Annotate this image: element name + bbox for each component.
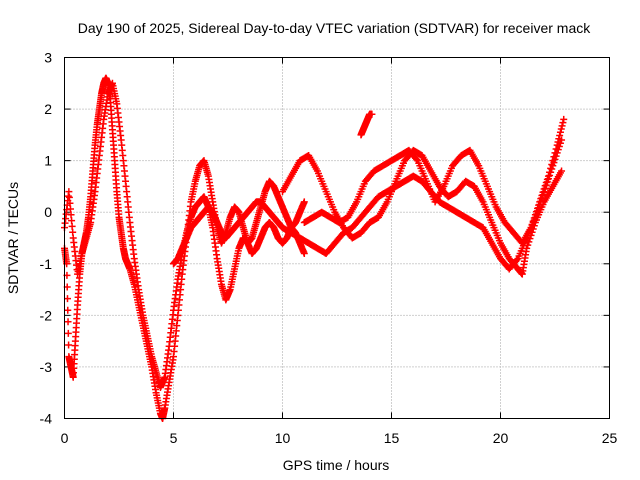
- data-point: [554, 138, 562, 146]
- data-point: [549, 157, 557, 165]
- data-point: [528, 220, 536, 228]
- data-point: [63, 295, 71, 303]
- data-point: [556, 132, 564, 140]
- data-point: [413, 155, 421, 163]
- data-point: [300, 198, 308, 206]
- data-point: [548, 161, 556, 169]
- x-tick-label: 5: [170, 430, 178, 446]
- data-point: [555, 135, 563, 143]
- data-point: [547, 164, 555, 172]
- x-tick-label: 0: [61, 430, 69, 446]
- data-point: [64, 318, 72, 326]
- data-point: [368, 110, 376, 118]
- data-point: [558, 122, 566, 130]
- y-tick-label: -4: [40, 411, 53, 427]
- data-point: [513, 256, 521, 264]
- chart-title: Day 190 of 2025, Sidereal Day-to-day VTE…: [78, 20, 591, 36]
- data-point: [556, 128, 564, 136]
- data-point: [539, 188, 547, 196]
- data-point: [551, 149, 559, 157]
- data-point: [553, 141, 561, 149]
- plot-frame: [64, 57, 610, 419]
- data-point: [538, 191, 546, 199]
- data-point: [559, 119, 567, 127]
- data-point: [534, 204, 542, 212]
- data-point: [537, 195, 545, 203]
- data-point: [541, 182, 549, 190]
- y-tick-label: 1: [44, 153, 52, 169]
- data-point: [529, 217, 537, 225]
- data-point: [558, 167, 566, 175]
- data-point: [544, 172, 552, 180]
- x-tick-label: 20: [493, 430, 509, 446]
- y-tick-label: -1: [40, 256, 53, 272]
- data-point: [65, 341, 73, 349]
- data-point: [524, 241, 532, 249]
- y-tick-label: -3: [40, 359, 53, 375]
- data-point: [527, 224, 535, 232]
- data-point: [550, 153, 558, 161]
- series-trace-e: [300, 115, 568, 247]
- data-point: [540, 185, 548, 193]
- y-tick-label: 3: [44, 50, 52, 66]
- data-point: [300, 249, 308, 257]
- data-point: [557, 125, 565, 133]
- data-point: [64, 306, 72, 314]
- data-point: [560, 115, 568, 123]
- data-point: [530, 214, 538, 222]
- y-axis-label: SDTVAR / TECUs: [5, 182, 21, 294]
- data-point: [64, 329, 72, 337]
- data-point: [531, 211, 539, 219]
- y-tick-label: 0: [44, 204, 52, 220]
- data-point: [542, 179, 550, 187]
- x-tick-label: 15: [384, 430, 400, 446]
- x-tick-label: 10: [275, 430, 291, 446]
- series-trace-f: [357, 110, 376, 139]
- data-point: [535, 201, 543, 209]
- data-point: [532, 208, 540, 216]
- data-points: [61, 74, 568, 422]
- x-tick-label: 25: [602, 430, 618, 446]
- data-point: [543, 175, 551, 183]
- data-point: [552, 145, 560, 153]
- data-point: [536, 198, 544, 206]
- series-trace-b: [61, 79, 308, 392]
- y-tick-label: -2: [40, 307, 53, 323]
- x-axis-label: GPS time / hours: [283, 457, 390, 473]
- data-point: [546, 168, 554, 176]
- y-tick-label: 2: [44, 101, 52, 117]
- data-point: [523, 244, 531, 252]
